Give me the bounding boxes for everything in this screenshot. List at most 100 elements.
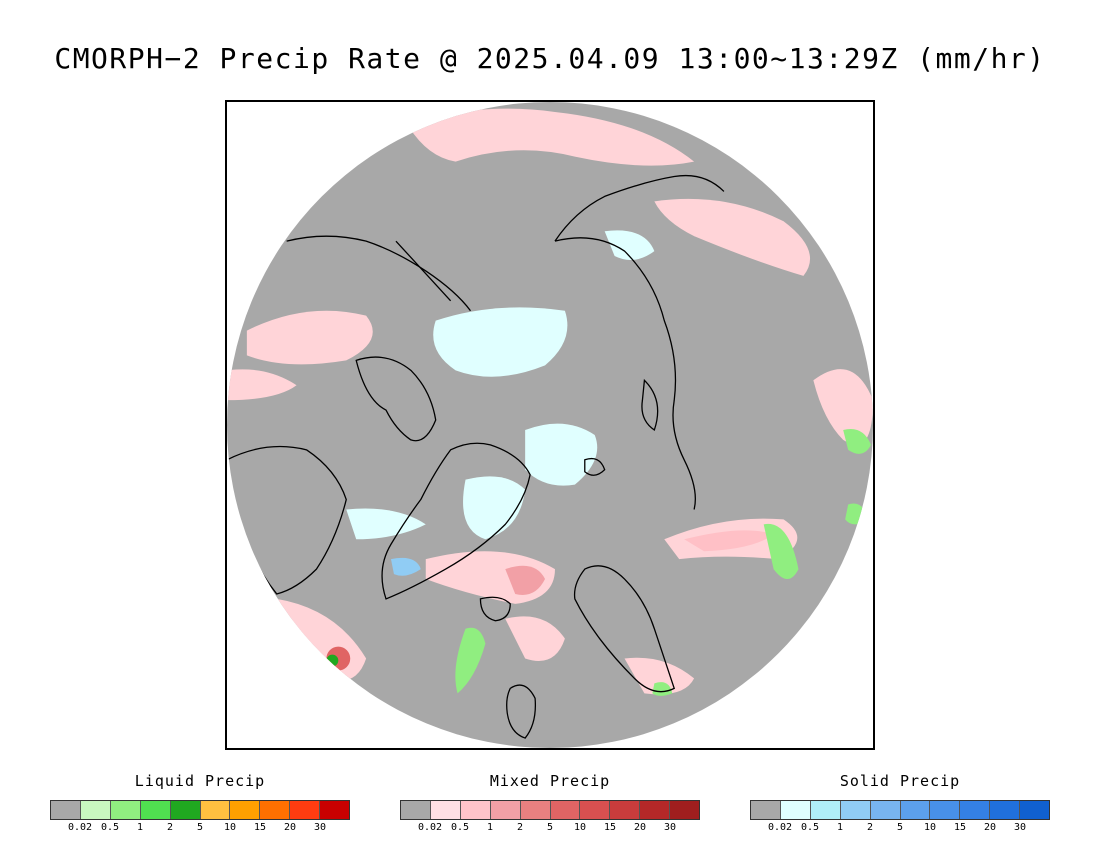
liquid-precip-area — [652, 682, 673, 696]
liquid-precip-area — [763, 523, 799, 580]
mixed-precip-area — [227, 369, 297, 401]
british-isles-coast — [506, 684, 537, 739]
legend-swatch — [140, 801, 171, 819]
legend-swatch — [780, 801, 811, 819]
legend-title: Mixed Precip — [489, 772, 611, 790]
legend-swatch — [900, 801, 931, 819]
legend-swatch — [401, 801, 431, 819]
legend-tick-label: 1 — [836, 822, 844, 833]
precip-overlay — [227, 108, 873, 696]
legend-tick-label: 0.02 — [417, 822, 443, 833]
legend-tick-label: 30 — [663, 822, 677, 833]
legend-swatch — [110, 801, 141, 819]
legend-swatch — [320, 801, 350, 819]
legend-swatch — [870, 801, 901, 819]
legend-tick-label: 10 — [923, 822, 937, 833]
legend-tick-label: 0.5 — [450, 822, 470, 833]
legend-liquid-precip: Liquid Precip 0.02 0.5 1 2 5 10 15 20 30 — [50, 772, 350, 836]
legend-solid-precip: Solid Precip 0.02 0.5 1 2 5 10 15 20 30 — [750, 772, 1050, 836]
polar-map — [225, 100, 875, 750]
polar-map-canvas — [227, 102, 873, 748]
legend-tick-label: 5 — [546, 822, 554, 833]
greenland-coast — [381, 442, 531, 600]
iceland-coast — [479, 596, 511, 622]
legend-tick-label: 1 — [136, 822, 144, 833]
legend-swatch — [460, 801, 491, 819]
solid-precip-area — [433, 307, 568, 377]
mixed-precip-area — [684, 530, 774, 552]
legend-tick-label: 5 — [196, 822, 204, 833]
legend-swatch — [490, 801, 521, 819]
scandinavia-coast — [573, 565, 676, 693]
mixed-precip-area — [246, 310, 373, 365]
map-title: CMORPH−2 Precip Rate @ 2025.04.09 13:00~… — [54, 42, 1046, 75]
liquid-precip-area — [843, 428, 872, 454]
legend-tick-label: 10 — [573, 822, 587, 833]
country-boundary — [395, 240, 452, 302]
svalbard-coast — [584, 457, 606, 476]
solid-precip-area — [604, 230, 655, 261]
solid-precip-area — [463, 476, 526, 540]
legend-tick-label: 20 — [283, 822, 297, 833]
legend-mixed-precip: Mixed Precip 0.02 0.5 1 2 5 10 15 20 30 — [400, 772, 700, 836]
legend-swatch — [1020, 801, 1050, 819]
legend-tick-label: 10 — [223, 822, 237, 833]
legend-swatch — [610, 801, 641, 819]
legend-swatch — [51, 801, 81, 819]
legend-tick-label: 0.5 — [800, 822, 820, 833]
coastlines — [227, 174, 725, 739]
legend-swatch — [200, 801, 231, 819]
legend-title: Solid Precip — [839, 772, 961, 790]
legend-swatch — [930, 801, 961, 819]
legend-swatch — [290, 801, 321, 819]
solid-precip-area — [390, 557, 421, 576]
legend-swatch — [430, 801, 461, 819]
legend-swatch — [230, 801, 261, 819]
legend-color-bar — [50, 800, 350, 820]
siberia-coast — [554, 237, 696, 510]
legend-tick-label: 0.02 — [767, 822, 793, 833]
legend-title: Liquid Precip — [134, 772, 266, 790]
legend-tick-label: 15 — [603, 822, 617, 833]
mixed-precip-area — [505, 565, 546, 595]
legend-tick-label: 15 — [953, 822, 967, 833]
legend-tick-label: 0.5 — [100, 822, 120, 833]
legend-swatch — [960, 801, 991, 819]
legend-tick-label: 20 — [983, 822, 997, 833]
legend-tick-label: 2 — [166, 822, 174, 833]
legend-tick-label: 20 — [633, 822, 647, 833]
legend-swatch — [670, 801, 700, 819]
liquid-precip-area — [845, 503, 869, 525]
legend-swatch — [260, 801, 291, 819]
legend-swatch — [810, 801, 841, 819]
mixed-precip-area — [813, 369, 873, 445]
east-siberia-coast — [554, 174, 725, 242]
legend-swatch — [640, 801, 671, 819]
legend-tick-label: 2 — [866, 822, 874, 833]
mixed-precip-area — [405, 108, 695, 166]
solid-precip-area — [346, 508, 426, 540]
legend-swatch — [580, 801, 611, 819]
legend-color-bar — [400, 800, 700, 820]
legend-tick-label: 30 — [313, 822, 327, 833]
legend-ticks: 0.02 0.5 1 2 5 10 15 20 30 — [750, 822, 1050, 836]
legend-swatch — [170, 801, 201, 819]
legend-ticks: 0.02 0.5 1 2 5 10 15 20 30 — [50, 822, 350, 836]
legend-swatch — [550, 801, 581, 819]
legend-swatch — [80, 801, 111, 819]
legend-tick-label: 15 — [253, 822, 267, 833]
mixed-precip-area — [505, 616, 565, 662]
legend-swatch — [520, 801, 551, 819]
novaya-zemlya-coast — [641, 378, 659, 431]
mixed-precip-area — [654, 198, 811, 276]
legend-tick-label: 30 — [1013, 822, 1027, 833]
legend-swatch — [840, 801, 871, 819]
legend-swatch — [751, 801, 781, 819]
legend-ticks: 0.02 0.5 1 2 5 10 15 20 30 — [400, 822, 700, 836]
legend-tick-label: 2 — [516, 822, 524, 833]
solid-precip-area — [525, 423, 598, 486]
legend-tick-label: 1 — [486, 822, 494, 833]
legend-tick-label: 5 — [896, 822, 904, 833]
liquid-precip-area — [455, 627, 486, 694]
canadian-archipelago-coast — [355, 356, 437, 442]
